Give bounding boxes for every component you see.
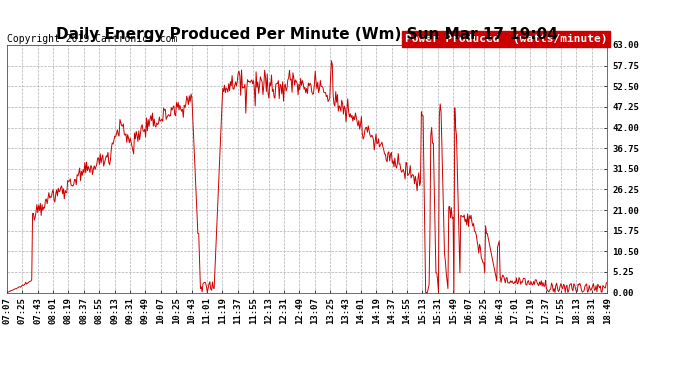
Text: Power Produced  (watts/minute): Power Produced (watts/minute): [405, 34, 607, 44]
Title: Daily Energy Produced Per Minute (Wm) Sun Mar 17 19:04: Daily Energy Produced Per Minute (Wm) Su…: [56, 27, 558, 42]
Text: Copyright 2019 Cartronics.com: Copyright 2019 Cartronics.com: [7, 34, 177, 44]
